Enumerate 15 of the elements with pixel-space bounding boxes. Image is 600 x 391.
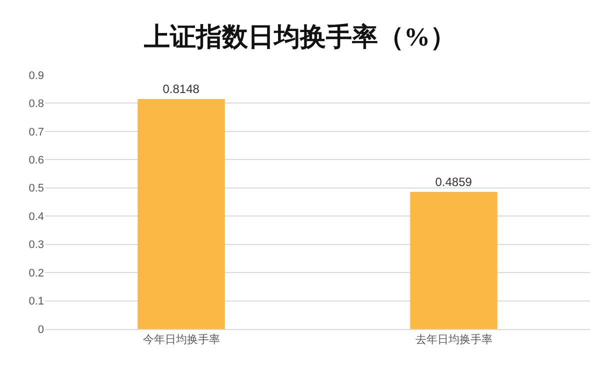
x-tick-label: 去年日均换手率: [415, 333, 492, 346]
y-tick-label: 0.2: [28, 267, 44, 280]
y-tick-label: 0.9: [28, 70, 44, 82]
y-tick-label: 0.6: [28, 154, 44, 167]
y-tick-label: 0.8: [28, 98, 44, 110]
y-tick-label: 0.7: [28, 126, 44, 138]
y-tick-label: 0.3: [28, 239, 44, 252]
y-tick-label: 0.5: [28, 182, 44, 195]
data-label: 0.4859: [435, 174, 472, 189]
y-tick-label: 0.4: [28, 210, 44, 223]
y-tick-label: 0.1: [28, 296, 44, 308]
x-tick-label: 今年日均换手率: [142, 333, 220, 346]
data-label: 0.8148: [162, 82, 200, 96]
chart-title: 上证指数日均换手率（%）: [143, 22, 456, 52]
y-tick-label: 0: [38, 324, 44, 336]
